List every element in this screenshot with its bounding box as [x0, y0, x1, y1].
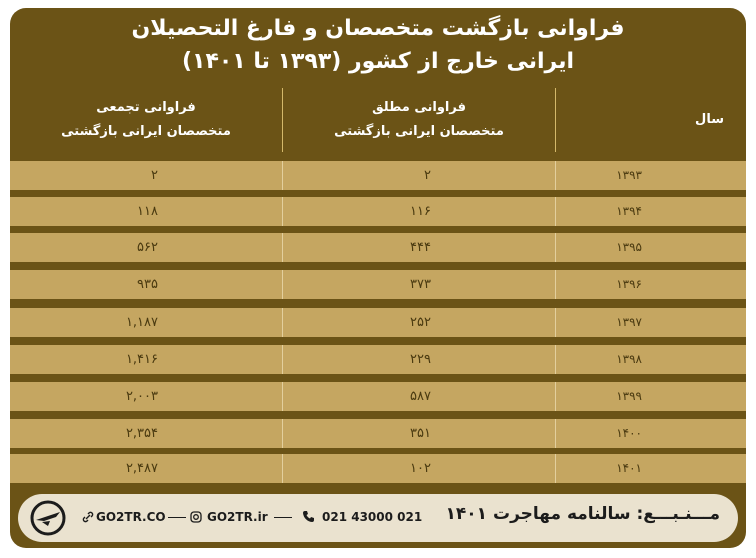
table-row: ۱۴۰۱ ۱۰۲ ۲,۴۸۷: [10, 454, 746, 483]
header-cumulative-line-1: فراوانی تجمعی: [96, 100, 196, 115]
cell-year: ۱۳۹۶: [555, 270, 746, 299]
cell-cumulative: ۲,۳۵۴: [125, 426, 158, 441]
phone-icon: [303, 511, 314, 522]
website-link[interactable]: GO2TR.CO: [96, 510, 166, 524]
cell-absolute: ۵۸۷: [282, 382, 555, 411]
cell-year: ۱۳۹۹: [555, 382, 746, 411]
cell-absolute: ۴۴۴: [282, 233, 555, 262]
cell-year: ۱۳۹۷: [555, 308, 746, 337]
table-row: ۱۳۹۵ ۴۴۴ ۵۶۲: [10, 233, 746, 262]
cell-year: ۱۴۰۰: [555, 419, 746, 448]
table-header: سال فراوانی مطلق متخصصان ایرانی بازگشتی …: [10, 88, 746, 152]
table-card: فراوانی بازگشت متخصصان و فارغ التحصیلان …: [10, 8, 746, 548]
cell-year: ۱۳۹۳: [555, 161, 746, 190]
header-absolute-line-1: فراوانی مطلق: [372, 100, 466, 115]
cell-year: ۱۳۹۸: [555, 345, 746, 374]
instagram-link[interactable]: GO2TR.ir: [207, 510, 268, 524]
header-absolute: فراوانی مطلق متخصصان ایرانی بازگشتی: [282, 88, 555, 152]
cell-cumulative: ۱,۴۱۶: [125, 352, 158, 367]
table-row: ۱۳۹۸ ۲۲۹ ۱,۴۱۶: [10, 345, 746, 374]
cell-absolute: ۱۱۶: [282, 197, 555, 226]
table-title: فراوانی بازگشت متخصصان و فارغ التحصیلان …: [10, 12, 746, 86]
data-table: سال فراوانی مطلق متخصصان ایرانی بازگشتی …: [10, 88, 746, 488]
table-row: ۱۴۰۰ ۳۵۱ ۲,۳۵۴: [10, 419, 746, 448]
header-year-label: سال: [695, 112, 724, 127]
phone-number[interactable]: 021 43000 021: [322, 510, 423, 524]
cell-absolute: ۲۵۲: [282, 308, 555, 337]
title-line-1: فراوانی بازگشت متخصصان و فارغ التحصیلان: [131, 16, 625, 41]
cell-absolute: ۲۲۹: [282, 345, 555, 374]
header-cumulative-line-2: متخصصان ایرانی بازگشتی: [61, 124, 231, 139]
cell-cumulative: ۱۱۸: [137, 204, 158, 219]
cell-absolute: ۱۰۲: [282, 454, 555, 483]
table-row: ۱۳۹۷ ۲۵۲ ۱,۱۸۷: [10, 308, 746, 337]
cell-absolute: ۳۷۳: [282, 270, 555, 299]
link-icon: [82, 511, 94, 523]
cell-cumulative: ۵۶۲: [137, 240, 158, 255]
header-absolute-line-2: متخصصان ایرانی بازگشتی: [334, 124, 504, 139]
cell-absolute: ۳۵۱: [282, 419, 555, 448]
cell-cumulative: ۲: [151, 168, 158, 183]
source-caption: مـــنـبـــع: سالنامه مهاجرت ۱۴۰۱: [445, 504, 720, 524]
table-row: ۱۳۹۴ ۱۱۶ ۱۱۸: [10, 197, 746, 226]
cell-year: ۱۳۹۴: [555, 197, 746, 226]
cell-cumulative: ۱,۱۸۷: [125, 315, 158, 330]
table-row: ۱۳۹۶ ۳۷۳ ۹۳۵: [10, 270, 746, 299]
plane-logo-icon: [30, 500, 66, 536]
cell-year: ۱۴۰۱: [555, 454, 746, 483]
cell-cumulative: ۹۳۵: [137, 277, 158, 292]
cell-year: ۱۳۹۵: [555, 233, 746, 262]
footer-bar: GO2TR.CO GO2TR.ir 021 43000 021 مـــنـبـ…: [18, 494, 738, 542]
table-row: ۱۳۹۳ ۲ ۲: [10, 161, 746, 190]
header-cumulative: فراوانی تجمعی متخصصان ایرانی بازگشتی: [10, 88, 282, 152]
separator: [168, 517, 186, 518]
cell-cumulative: ۲,۰۰۳: [125, 389, 158, 404]
cell-cumulative: ۲,۴۸۷: [125, 461, 158, 476]
header-year: سال: [555, 88, 746, 152]
table-row: ۱۳۹۹ ۵۸۷ ۲,۰۰۳: [10, 382, 746, 411]
title-line-2: ایرانی خارج از کشور (۱۳۹۳ تا ۱۴۰۱): [181, 49, 575, 74]
separator: [274, 517, 292, 518]
instagram-icon: [190, 511, 202, 523]
cell-absolute: ۲: [282, 161, 555, 190]
